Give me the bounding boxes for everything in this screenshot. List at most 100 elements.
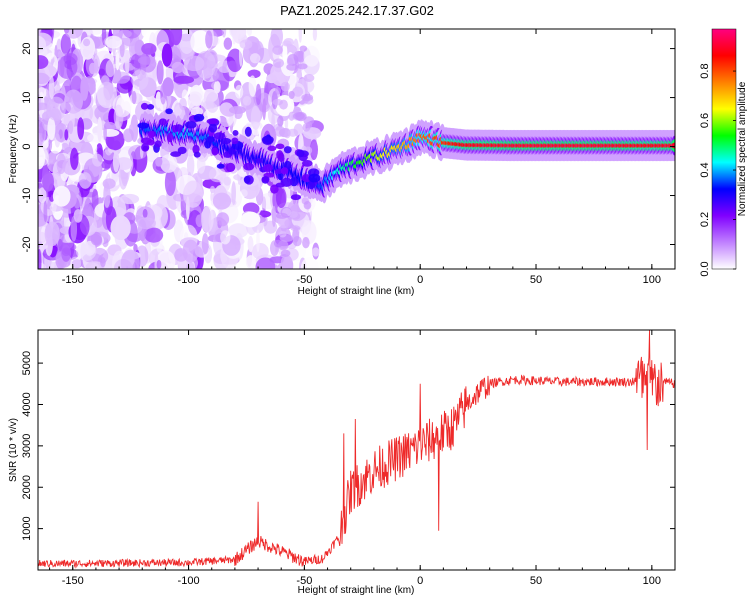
- spectrogram-noise-cell: [103, 125, 107, 141]
- spectrogram-noise-cell: [228, 106, 247, 114]
- spectrogram-noise-cell: [162, 77, 174, 97]
- spectrogram-ridge-cell: [243, 175, 251, 184]
- spectrogram-ridge-cell: [307, 180, 315, 190]
- spectrogram-noise-cell: [78, 172, 92, 189]
- spectrogram-ridge-cell: [158, 118, 167, 126]
- spectrogram-noise-cell: [60, 33, 71, 55]
- spectrogram-noise-cell: [292, 235, 302, 247]
- spectrogram-noise-cell: [209, 185, 216, 194]
- spectrogram-noise-cell: [303, 201, 312, 210]
- spectrogram-noise-cell: [275, 212, 288, 219]
- spectrogram-y-tick-label: -20: [21, 237, 33, 253]
- spectrogram-noise-cell: [273, 239, 283, 248]
- spectrogram-noise-cell: [305, 121, 313, 129]
- spectrogram-noise-cell: [240, 211, 261, 228]
- spectrogram-noise-cell: [245, 255, 256, 269]
- snr-x-tick-label: -50: [296, 575, 312, 587]
- spectrogram-noise-cell: [85, 261, 105, 269]
- spectrogram-noise-cell: [201, 206, 214, 233]
- spectrogram-noise-cell: [289, 211, 298, 219]
- spectrogram-noise-cell: [156, 60, 164, 85]
- spectrogram-noise-cell: [250, 105, 261, 130]
- snr-x-axis-label: Height of straight line (km): [298, 585, 415, 596]
- spectrogram-noise-cell: [42, 171, 54, 192]
- spectrogram-ridge-cell: [147, 130, 155, 139]
- spectrogram-noise-cell: [113, 104, 124, 129]
- spectrogram-noise-cell: [271, 205, 277, 228]
- spectrogram-noise-cell: [220, 230, 231, 245]
- spectrogram-noise-cell: [213, 80, 221, 94]
- spectrogram-ridge-cell: [231, 137, 239, 145]
- colorbar-label: Normalized spectral amplitude: [737, 81, 748, 216]
- spectrogram-noise-cell: [223, 176, 232, 186]
- spectrogram-noise-cell: [141, 29, 147, 37]
- spectrogram-noise-cell: [43, 200, 48, 223]
- spectrogram-noise-cell: [262, 98, 266, 121]
- spectrogram-ridge-cell: [308, 173, 321, 183]
- snr-x-tick-label: 100: [643, 575, 661, 587]
- spectrogram-noise-cell: [142, 208, 148, 218]
- spectrogram-ridge-cell: [243, 162, 255, 171]
- spectrogram-noise-cell: [131, 90, 137, 105]
- spectrogram-noise-cell: [255, 83, 262, 106]
- spectrogram-ridge-cell: [267, 145, 277, 151]
- spectrogram-noise-cell: [182, 239, 199, 263]
- spectrogram-noise-cell: [52, 185, 71, 207]
- spectrogram-noise-cell: [100, 75, 110, 86]
- spectrogram-ridge-cell: [219, 137, 232, 145]
- snr-x-tick-label: -150: [62, 575, 84, 587]
- spectrogram-marks: [38, 29, 675, 269]
- spectrogram-ridge-cell: [301, 160, 313, 167]
- spectrogram-ridge-cell: [216, 163, 225, 169]
- spectrogram-noise-cell: [274, 125, 286, 137]
- snr-x-tick-label: -100: [178, 575, 200, 587]
- snr-frame: [37, 329, 676, 571]
- spectrogram-ridge-cell: [146, 104, 155, 110]
- spectrogram-noise-cell: [122, 29, 142, 39]
- spectrogram-noise-cell: [83, 38, 91, 47]
- snr-axes: -150 -100 -50 0 50 100 1000 2000 3000 4000 5000: [21, 330, 676, 587]
- spectrogram-noise-cell: [164, 169, 176, 197]
- snr-y-axis-label: SNR (10 * v/v): [8, 418, 19, 482]
- snr-panel: -150 -100 -50 0 50 100 1000 2000 3000 4000 5000 He…: [8, 329, 676, 596]
- spectrogram-noise-cell: [77, 117, 85, 140]
- snr-x-tick-label: 50: [530, 575, 542, 587]
- spectrogram-noise-cell: [190, 30, 211, 54]
- spectrogram-noise-cell: [38, 35, 47, 54]
- snr-series-line: [38, 330, 675, 569]
- snr-y-tick-label: 2000: [21, 475, 33, 499]
- spectrogram-noise-cell: [99, 128, 120, 137]
- spectrogram-ridge-cell: [177, 146, 187, 155]
- spectrogram-noise-cell: [201, 232, 209, 255]
- spectrogram-noise-cell: [69, 256, 82, 269]
- spectrogram-noise-cell: [61, 244, 71, 262]
- spectrogram-noise-cell: [272, 45, 284, 55]
- spectrogram-noise-cell: [287, 57, 294, 67]
- spectrogram-noise-cell: [186, 154, 195, 177]
- spectrogram-noise-cell: [144, 227, 164, 243]
- spectrogram-noise-cell: [275, 187, 287, 209]
- spectrogram-noise-cell: [312, 29, 318, 41]
- spectrogram-ridge-cell: [283, 146, 292, 154]
- spectrogram-noise-cell: [299, 45, 308, 52]
- spectrogram-noise-cell: [173, 75, 195, 84]
- spectrogram-noise-cell: [234, 84, 244, 99]
- spectrogram-noise-cell: [112, 150, 120, 173]
- spectrogram-ridge-cell: [193, 113, 205, 122]
- spectrogram-noise-cell: [212, 192, 232, 210]
- spectrogram-noise-cell: [228, 223, 249, 239]
- spectrogram-ridge-cell: [146, 139, 155, 146]
- spectrogram-noise-cell: [80, 76, 89, 101]
- spectrogram-noise-cell: [280, 249, 291, 257]
- spectrogram-noise-cell: [47, 117, 56, 141]
- spectrogram-noise-cell: [186, 262, 195, 269]
- spectrogram-noise-cell: [110, 215, 131, 241]
- spectrogram-y-tick-label: -10: [21, 188, 33, 204]
- spectrogram-ridge-cell: [211, 147, 219, 156]
- spectrogram-ridge-cell: [270, 184, 279, 194]
- colorbar-gradient: [712, 29, 736, 269]
- spectrogram-ridge-cell: [206, 136, 215, 143]
